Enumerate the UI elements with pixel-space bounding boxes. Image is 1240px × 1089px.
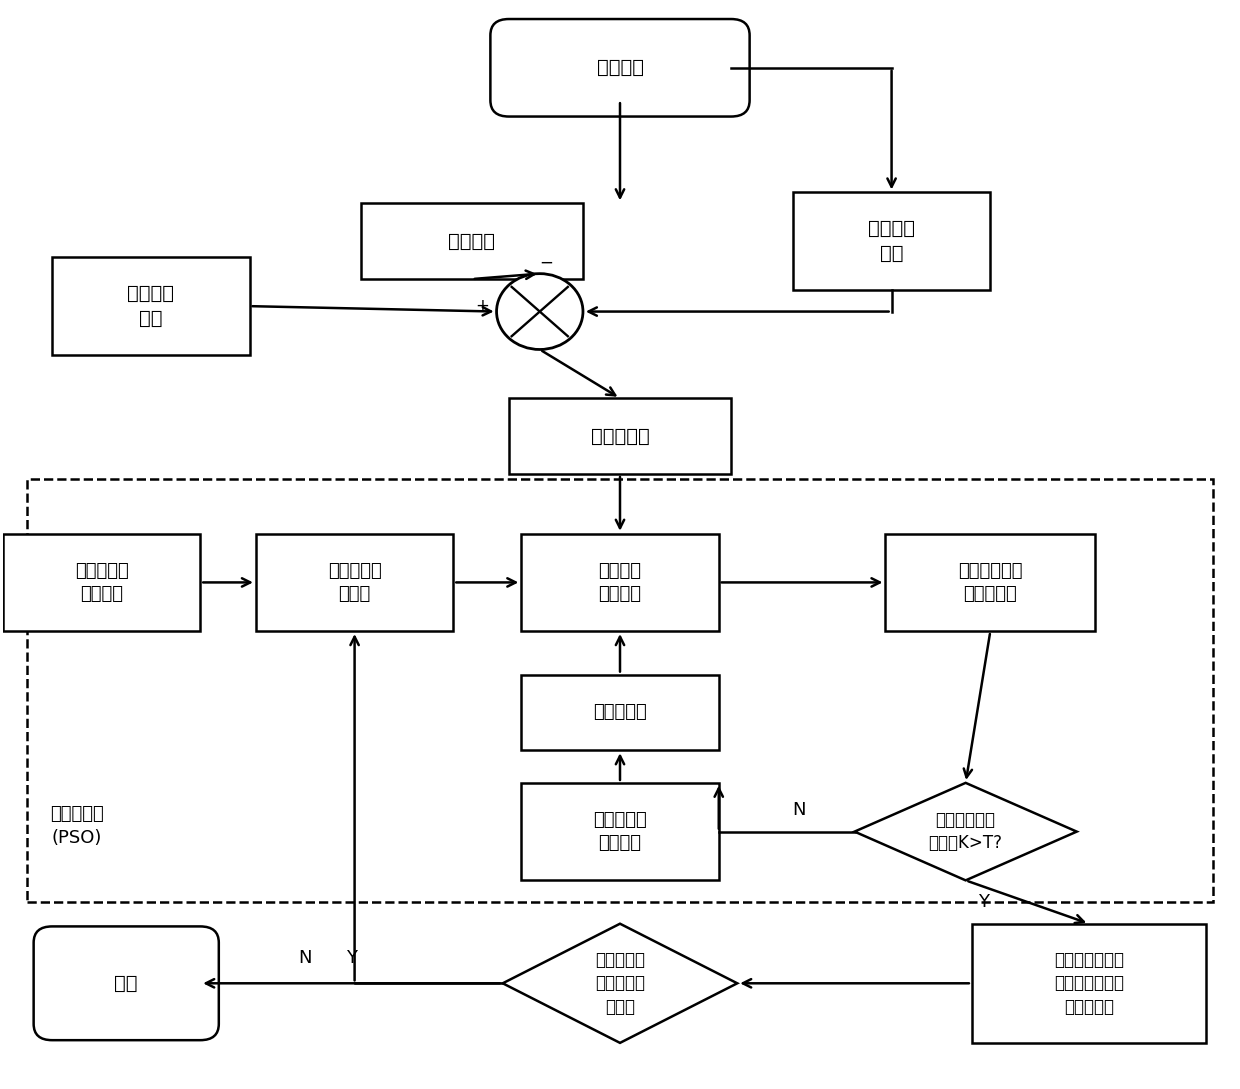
Text: 满足迭代停止
条件或K>T?: 满足迭代停止 条件或K>T? bbox=[929, 811, 1003, 853]
FancyBboxPatch shape bbox=[2, 534, 201, 632]
Polygon shape bbox=[854, 783, 1076, 880]
Text: 粒子群的
适应度值: 粒子群的 适应度值 bbox=[599, 562, 641, 603]
Text: 适应度函数: 适应度函数 bbox=[590, 427, 650, 445]
Text: 得到负载参数带
入动力学模型计
算关节力矩: 得到负载参数带 入动力学模型计 算关节力矩 bbox=[1054, 951, 1125, 1016]
Text: N: N bbox=[792, 800, 806, 819]
Text: 激励轨迹: 激励轨迹 bbox=[596, 59, 644, 77]
FancyBboxPatch shape bbox=[52, 257, 249, 355]
FancyBboxPatch shape bbox=[792, 193, 991, 290]
Text: +: + bbox=[475, 297, 489, 315]
FancyBboxPatch shape bbox=[972, 923, 1207, 1043]
FancyBboxPatch shape bbox=[521, 783, 719, 880]
Text: 粒子群算法
(PSO): 粒子群算法 (PSO) bbox=[50, 806, 104, 847]
Text: Y: Y bbox=[346, 949, 357, 967]
Text: Y: Y bbox=[978, 893, 990, 911]
Text: 关节电机
电流: 关节电机 电流 bbox=[128, 284, 175, 328]
Polygon shape bbox=[502, 923, 738, 1043]
Text: 速度更新和
位置更新: 速度更新和 位置更新 bbox=[593, 811, 647, 853]
Text: 理论负载
力矩: 理论负载 力矩 bbox=[868, 219, 915, 264]
FancyBboxPatch shape bbox=[361, 204, 583, 279]
Text: 结束: 结束 bbox=[114, 974, 138, 993]
Text: 空载力矩: 空载力矩 bbox=[449, 232, 495, 250]
Text: 寻找个体极值
与群体极值: 寻找个体极值 与群体极值 bbox=[959, 562, 1023, 603]
FancyBboxPatch shape bbox=[508, 399, 732, 474]
FancyBboxPatch shape bbox=[255, 534, 454, 632]
FancyBboxPatch shape bbox=[490, 19, 750, 117]
Text: 计算关节力
矩是否满足
测量值: 计算关节力 矩是否满足 测量值 bbox=[595, 951, 645, 1016]
Text: N: N bbox=[299, 949, 312, 967]
FancyBboxPatch shape bbox=[33, 927, 218, 1040]
Text: −: − bbox=[539, 254, 553, 272]
FancyBboxPatch shape bbox=[521, 674, 719, 750]
Circle shape bbox=[496, 273, 583, 350]
Text: 交叉、变异: 交叉、变异 bbox=[593, 703, 647, 721]
FancyBboxPatch shape bbox=[521, 534, 719, 632]
FancyBboxPatch shape bbox=[885, 534, 1095, 632]
Text: 粒子和速度
初始化: 粒子和速度 初始化 bbox=[327, 562, 382, 603]
Text: 确定粒子群
限制条件: 确定粒子群 限制条件 bbox=[74, 562, 129, 603]
